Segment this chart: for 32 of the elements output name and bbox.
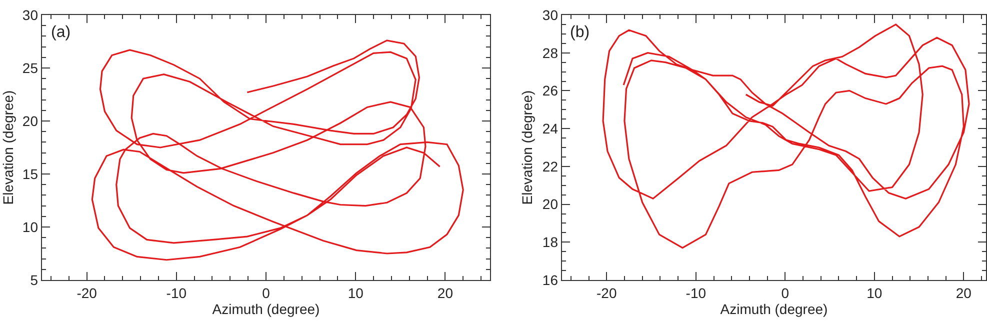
y-tick-label: 15 <box>22 166 38 182</box>
x-tick-label: -20 <box>76 285 98 301</box>
y-tick-label: 5 <box>30 272 38 288</box>
y-tick-label: 30 <box>542 6 558 23</box>
y-axis-title: Elevation (degree) <box>519 90 536 205</box>
annotation: (b) <box>570 24 590 41</box>
y-tick-label: 10 <box>22 218 38 235</box>
line-series <box>91 40 464 261</box>
x-axis-title: Azimuth (degree) <box>720 301 828 317</box>
x-tick-label: -10 <box>686 285 706 301</box>
y-tick-label: 30 <box>22 6 38 23</box>
x-tick-label: 20 <box>437 285 454 301</box>
x-tick-label: 0 <box>262 285 270 301</box>
y-tick-label: 25 <box>22 60 38 76</box>
y-tick-label: 16 <box>542 272 558 288</box>
x-tick-label: 0 <box>781 285 790 301</box>
y-tick-label: 18 <box>542 234 558 250</box>
x-tick-label: -10 <box>166 285 187 301</box>
y-axis-title: Elevation (degree) <box>0 90 16 205</box>
y-tick-label: 26 <box>542 82 558 99</box>
x-tick-label: 10 <box>348 285 364 301</box>
y-tick-label: 20 <box>542 196 558 212</box>
x-tick-label: 10 <box>866 285 882 301</box>
x-tick-label: -20 <box>596 285 617 301</box>
y-tick-label: 22 <box>542 158 558 174</box>
y-tick-label: 24 <box>542 120 558 136</box>
line-series <box>602 24 970 249</box>
x-tick-label: 20 <box>956 285 972 301</box>
y-tick-label: 20 <box>22 112 38 129</box>
x-axis-title: Azimuth (degree) <box>212 301 320 317</box>
y-tick-label: 28 <box>542 44 558 61</box>
annotation: (a) <box>51 24 71 41</box>
